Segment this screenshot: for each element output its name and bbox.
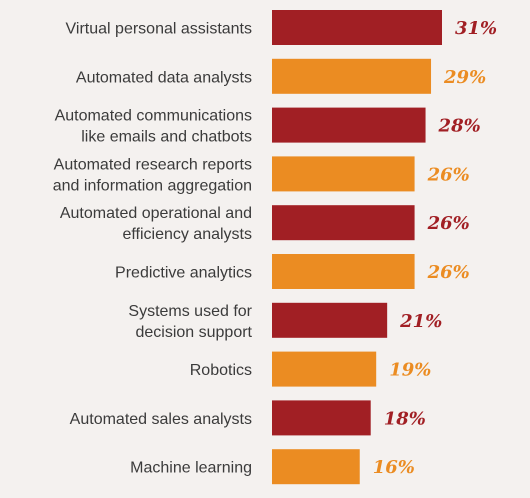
- category-label: like emails and chatbots: [81, 129, 252, 146]
- value-label: 19%: [389, 360, 431, 381]
- bar-9: [272, 449, 360, 485]
- category-label: Automated sales analysts: [70, 411, 252, 428]
- category-label: efficiency analysts: [122, 226, 252, 243]
- category-label: Automated data analysts: [76, 69, 252, 86]
- value-label: 18%: [384, 408, 426, 429]
- bar-1: [272, 58, 432, 94]
- bar-7: [272, 351, 377, 387]
- value-label: 26%: [427, 164, 470, 185]
- category-label: Automated research reports: [54, 156, 252, 173]
- bar-5: [272, 254, 415, 289]
- bar-6: [272, 302, 388, 338]
- bar-2: [272, 107, 426, 143]
- value-label: 26%: [427, 213, 470, 234]
- bar-8: [272, 400, 371, 436]
- category-label: Robotics: [190, 362, 252, 379]
- value-label: 26%: [427, 262, 470, 283]
- category-label: Automated communications: [55, 108, 252, 125]
- category-label: Virtual personal assistants: [66, 21, 252, 38]
- bar-3: [272, 156, 415, 192]
- category-label: Machine learning: [130, 460, 252, 477]
- bar-4: [272, 205, 415, 241]
- value-label: 28%: [438, 116, 481, 137]
- category-label: Automated operational and: [60, 205, 252, 222]
- value-label: 21%: [399, 311, 442, 332]
- category-label: Systems used for: [128, 303, 252, 320]
- value-label: 31%: [455, 18, 497, 39]
- bar-0: [272, 10, 442, 45]
- category-label: and information aggregation: [53, 177, 252, 194]
- value-label: 29%: [443, 67, 486, 88]
- category-label: Predictive analytics: [115, 265, 252, 282]
- value-label: 16%: [373, 457, 415, 478]
- category-label: decision support: [135, 324, 252, 341]
